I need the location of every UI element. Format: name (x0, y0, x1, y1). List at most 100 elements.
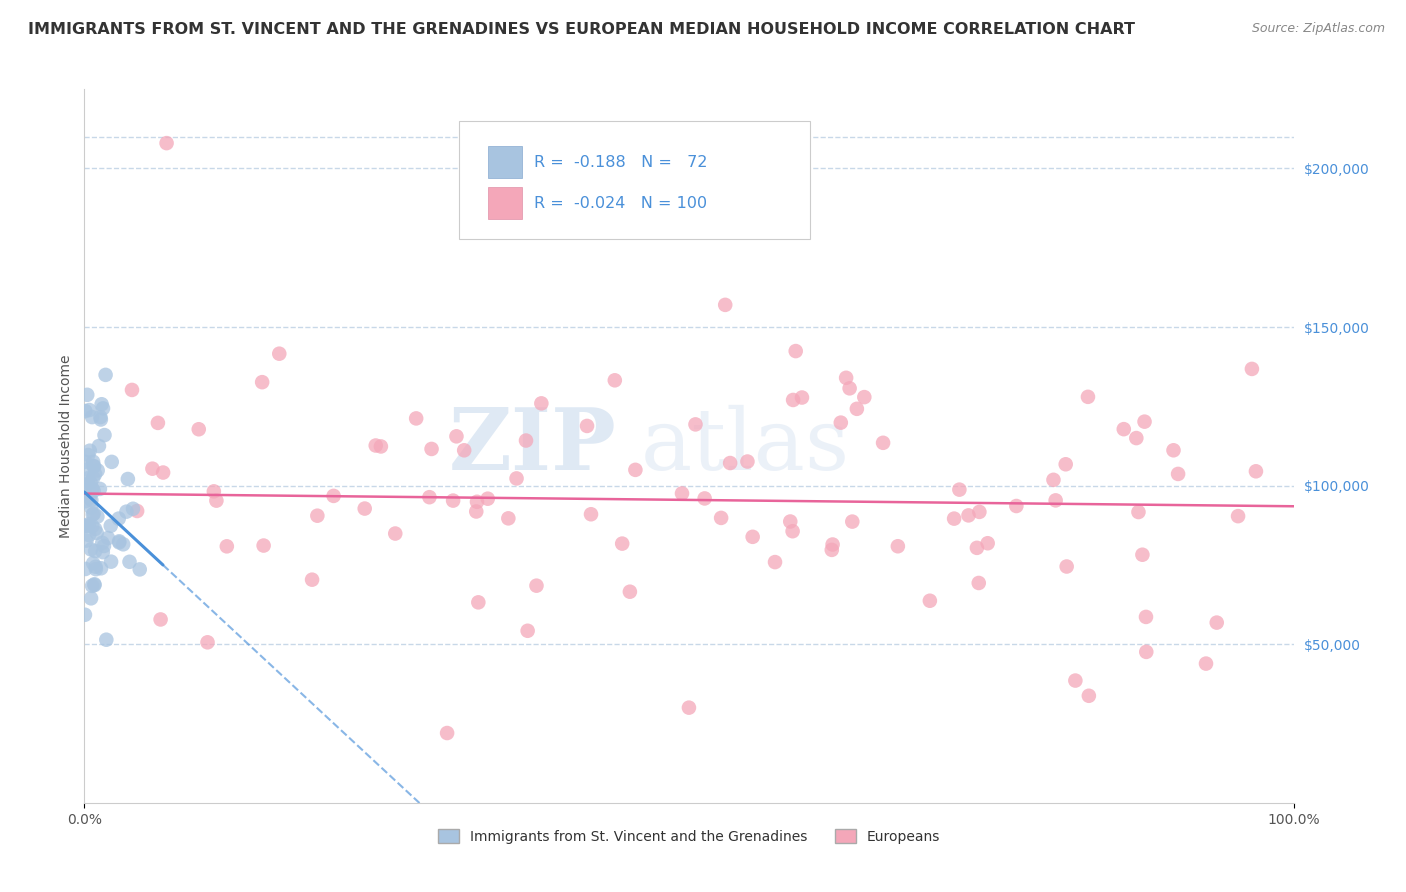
Point (465, 504, 488, 518)
Point (250, 375, 273, 389)
Point (100, 455, 122, 469)
Point (97, 531, 120, 545)
Point (205, 493, 228, 508)
Point (301, 573, 323, 587)
Point (253, 539, 276, 553)
Point (782, 524, 804, 539)
Point (269, 347, 291, 361)
Point (612, 536, 634, 550)
Point (763, 555, 786, 569)
Point (1240, 362, 1263, 376)
Point (82, 471, 104, 485)
Point (149, 612, 172, 626)
Point (1064, 673, 1087, 688)
Point (579, 508, 602, 522)
Point (453, 443, 475, 458)
Point (693, 491, 716, 506)
Point (82, 556, 104, 570)
Point (1133, 415, 1156, 429)
Point (446, 429, 468, 443)
Point (1005, 499, 1028, 513)
Point (79, 443, 101, 458)
FancyBboxPatch shape (460, 121, 810, 239)
Point (779, 515, 801, 529)
Point (141, 461, 163, 475)
Point (84, 467, 107, 481)
Point (307, 508, 329, 523)
Point (100, 518, 122, 533)
Point (82, 455, 104, 469)
Point (530, 396, 553, 410)
Text: Source: ZipAtlas.com: Source: ZipAtlas.com (1251, 22, 1385, 36)
Bar (488, 146, 522, 178)
Point (128, 562, 150, 576)
Point (91, 545, 114, 559)
Point (77, 528, 100, 542)
Point (1128, 505, 1150, 519)
Point (1227, 509, 1250, 524)
Point (467, 595, 489, 609)
Point (943, 511, 966, 525)
Point (821, 537, 844, 551)
Point (967, 576, 990, 591)
Point (82, 482, 104, 496)
Point (96, 632, 118, 647)
Point (1042, 473, 1064, 487)
Point (122, 501, 145, 516)
Point (782, 392, 804, 407)
Point (1132, 548, 1154, 562)
Point (887, 539, 910, 553)
Point (77, 448, 100, 462)
Point (576, 419, 599, 434)
Point (515, 434, 537, 448)
Point (80, 500, 103, 515)
Point (76, 388, 98, 402)
Point (94, 368, 117, 382)
Point (73, 483, 96, 498)
Point (75, 519, 97, 533)
Point (465, 495, 488, 509)
Point (1077, 390, 1099, 404)
Point (112, 537, 135, 551)
Point (364, 438, 387, 452)
Point (108, 534, 131, 549)
Point (146, 416, 169, 430)
Point (526, 579, 548, 593)
Text: ZIP: ZIP (449, 404, 616, 488)
Point (84, 559, 107, 574)
Point (90, 397, 112, 411)
Point (1205, 615, 1227, 630)
Bar (488, 187, 522, 219)
Point (441, 493, 464, 508)
Point (384, 526, 406, 541)
Point (838, 381, 860, 395)
Point (117, 472, 139, 486)
Point (830, 416, 852, 430)
Point (1112, 422, 1135, 436)
Point (853, 390, 876, 404)
Point (516, 624, 538, 638)
Point (83, 578, 105, 592)
Point (82, 519, 104, 533)
Point (966, 541, 988, 555)
Point (1045, 493, 1067, 508)
Point (436, 726, 458, 740)
Point (86, 463, 108, 477)
Point (83, 459, 105, 474)
Point (370, 440, 392, 454)
Point (82, 508, 104, 522)
Point (93, 539, 115, 553)
Point (75, 518, 97, 533)
Point (741, 530, 763, 544)
Point (841, 515, 863, 529)
Point (77, 471, 100, 485)
Point (477, 491, 499, 506)
Point (1195, 657, 1218, 671)
Point (353, 501, 375, 516)
Point (1054, 457, 1077, 471)
Point (737, 454, 759, 468)
Point (84, 522, 107, 536)
Point (84, 544, 107, 558)
Point (73, 607, 96, 622)
Point (418, 490, 440, 504)
